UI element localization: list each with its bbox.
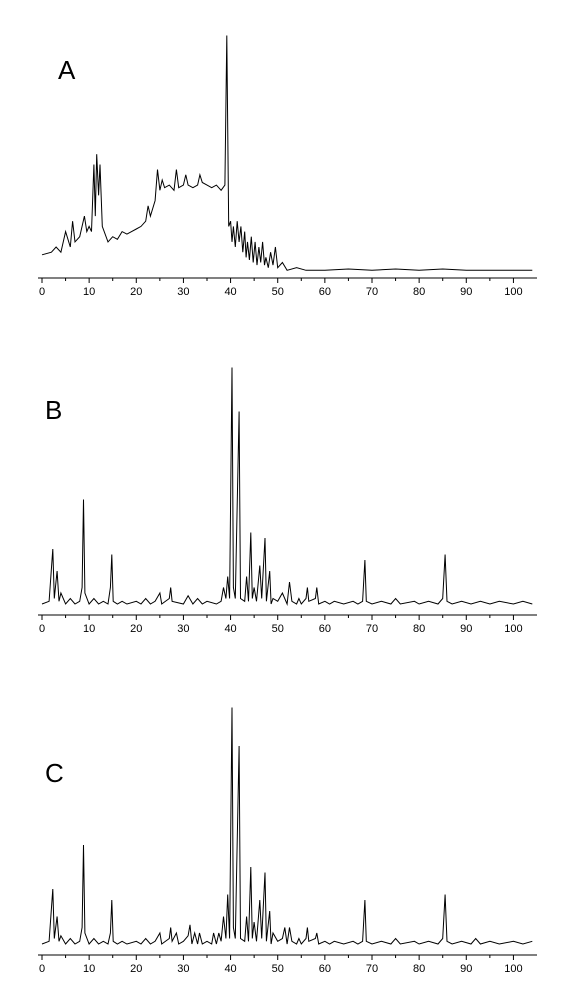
x-tick-label: 100: [504, 623, 522, 635]
x-tick-label: 70: [366, 963, 378, 975]
x-tick-label: 50: [272, 963, 284, 975]
x-tick-label: 70: [366, 623, 378, 635]
x-tick-label: 30: [177, 623, 189, 635]
x-tick-label: 40: [224, 623, 236, 635]
x-tick-label: 40: [224, 963, 236, 975]
x-tick-label: 0: [39, 963, 45, 975]
panel-label-b: B: [45, 395, 62, 426]
chart-svg-c: 0 10 20 30 40 50 60 70 80 90 100: [0, 670, 562, 1000]
x-tick-label: 10: [83, 623, 95, 635]
x-tick-label: 90: [460, 963, 472, 975]
x-tick-label: 80: [413, 286, 425, 298]
chromatogram-trace-a: [42, 36, 532, 271]
chart-svg-a: 0 10 20 30 40 50 60 70 80 90 100: [0, 0, 562, 320]
x-tick-label: 10: [83, 286, 95, 298]
x-tick-label: 60: [319, 286, 331, 298]
panel-label-c: C: [45, 758, 64, 789]
x-tick-label: 100: [504, 963, 522, 975]
x-tick-label: 30: [177, 286, 189, 298]
x-tick-label: 60: [319, 963, 331, 975]
x-tick-label: 0: [39, 623, 45, 635]
panel-b: B 0 10 20 30 40 50 60 70 80 90 100: [0, 330, 562, 660]
x-tick-label: 100: [504, 286, 522, 298]
panel-c: C 0 10 20 30 40 50 60 70 80 90 100: [0, 670, 562, 1000]
x-tick-label: 50: [272, 286, 284, 298]
x-tick-label: 30: [177, 963, 189, 975]
x-tick-label: 80: [413, 623, 425, 635]
x-tick-label: 70: [366, 286, 378, 298]
x-tick-label: 50: [272, 623, 284, 635]
panel-label-a: A: [58, 55, 75, 86]
x-tick-label: 80: [413, 963, 425, 975]
x-tick-label: 40: [224, 286, 236, 298]
chromatogram-trace-c: [42, 708, 532, 945]
x-tick-label: 90: [460, 286, 472, 298]
x-tick-label: 0: [39, 286, 45, 298]
x-tick-label: 90: [460, 623, 472, 635]
x-tick-label: 10: [83, 963, 95, 975]
chart-svg-b: 0 10 20 30 40 50 60 70 80 90 100: [0, 330, 562, 660]
x-tick-label: 20: [130, 286, 142, 298]
x-tick-label: 60: [319, 623, 331, 635]
x-tick-label: 20: [130, 963, 142, 975]
chromatogram-trace-b: [42, 368, 532, 605]
panel-a: A 0 10 20 30 40 50 60 70 80 90 100: [0, 0, 562, 320]
x-tick-label: 20: [130, 623, 142, 635]
